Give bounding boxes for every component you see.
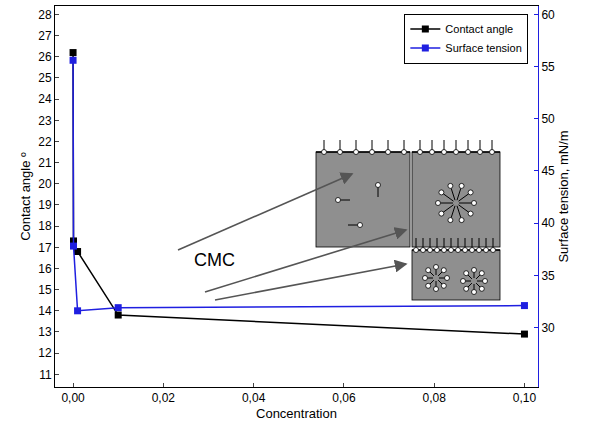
svg-text:45: 45 bbox=[541, 164, 555, 178]
svg-text:21: 21 bbox=[38, 156, 52, 170]
svg-text:28: 28 bbox=[38, 8, 52, 22]
svg-text:12: 12 bbox=[38, 346, 52, 360]
svg-text:22: 22 bbox=[38, 135, 52, 149]
svg-text:0,10: 0,10 bbox=[513, 391, 537, 405]
svg-text:CMC: CMC bbox=[194, 250, 235, 270]
svg-text:15: 15 bbox=[38, 283, 52, 297]
svg-text:27: 27 bbox=[38, 29, 52, 43]
svg-text:Concentration: Concentration bbox=[256, 406, 337, 421]
svg-text:14: 14 bbox=[38, 304, 52, 318]
svg-text:40: 40 bbox=[541, 216, 555, 230]
svg-text:18: 18 bbox=[38, 219, 52, 233]
svg-text:35: 35 bbox=[541, 269, 555, 283]
svg-text:20: 20 bbox=[38, 177, 52, 191]
svg-text:17: 17 bbox=[38, 241, 52, 255]
svg-text:30: 30 bbox=[541, 321, 555, 335]
svg-text:60: 60 bbox=[541, 8, 555, 22]
svg-text:0,08: 0,08 bbox=[423, 391, 447, 405]
svg-text:55: 55 bbox=[541, 60, 555, 74]
svg-text:11: 11 bbox=[39, 368, 52, 382]
svg-text:Contact angle: Contact angle bbox=[445, 23, 513, 35]
svg-text:16: 16 bbox=[38, 262, 52, 276]
svg-text:25: 25 bbox=[38, 71, 52, 85]
svg-text:50: 50 bbox=[541, 112, 555, 126]
svg-text:0,02: 0,02 bbox=[152, 391, 176, 405]
svg-text:Surface tension, mN/m: Surface tension, mN/m bbox=[556, 130, 571, 262]
svg-text:19: 19 bbox=[38, 198, 52, 212]
svg-text:0,04: 0,04 bbox=[242, 391, 266, 405]
svg-text:0,00: 0,00 bbox=[61, 391, 85, 405]
svg-text:13: 13 bbox=[38, 325, 52, 339]
svg-text:Surface tension: Surface tension bbox=[445, 42, 521, 54]
svg-text:0,06: 0,06 bbox=[332, 391, 356, 405]
svg-text:26: 26 bbox=[38, 50, 52, 64]
svg-text:Contact angle º: Contact angle º bbox=[18, 152, 33, 241]
svg-text:23: 23 bbox=[38, 114, 52, 128]
svg-text:24: 24 bbox=[38, 92, 52, 106]
